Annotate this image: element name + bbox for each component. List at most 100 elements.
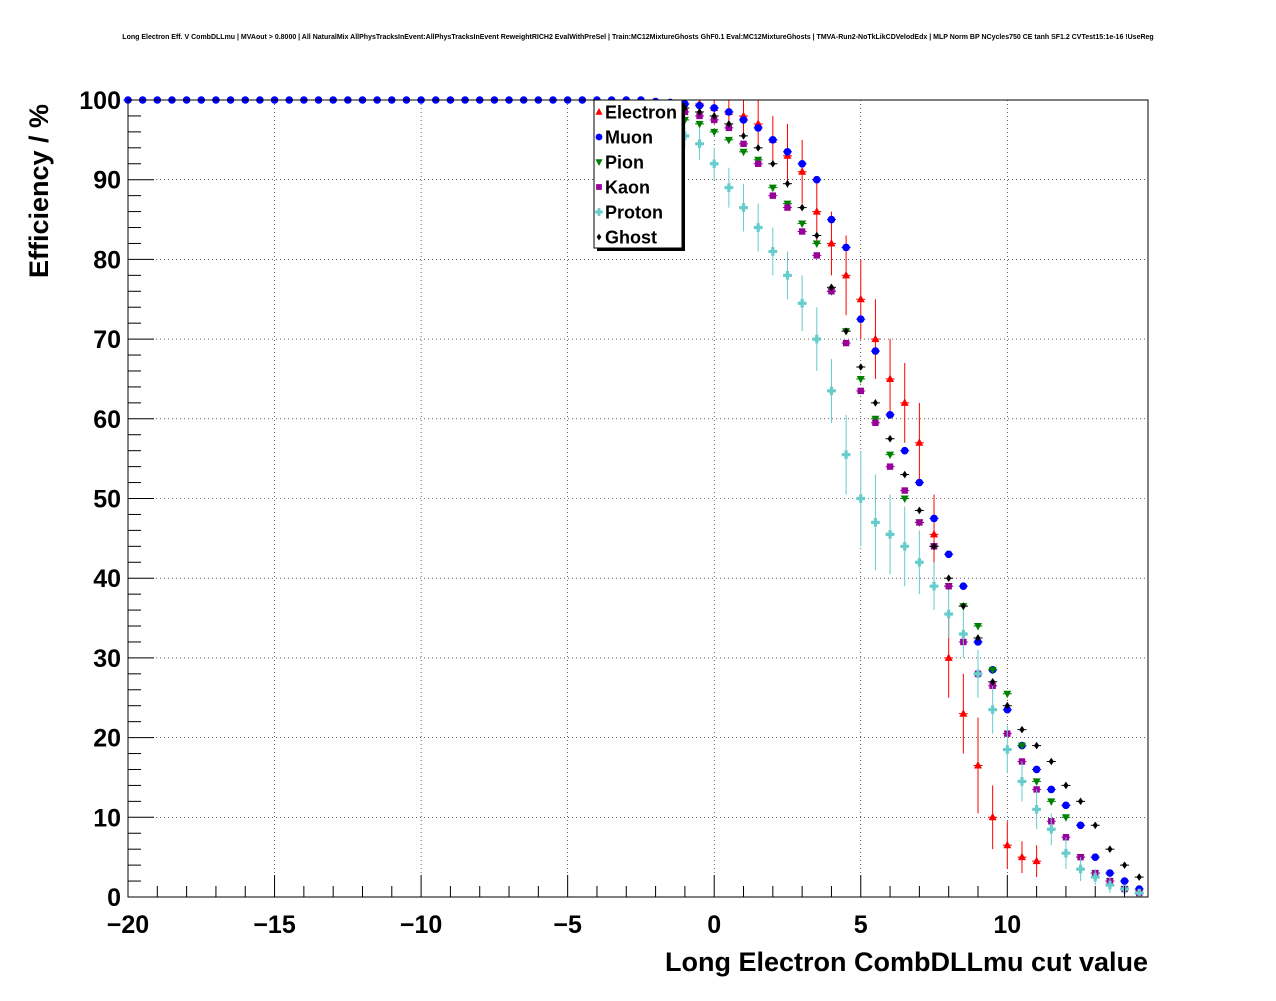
series-proton <box>680 123 1144 898</box>
ghost-point <box>931 542 937 551</box>
electron-point <box>944 653 953 661</box>
kaon-point <box>872 419 879 426</box>
y-tick-label: 30 <box>93 645 121 673</box>
ghost-point <box>726 120 732 128</box>
proton-point <box>929 581 939 591</box>
y-tick-label: 90 <box>93 167 121 195</box>
muon-point <box>871 347 880 355</box>
electron-point <box>842 270 851 279</box>
ghost-point <box>814 231 820 240</box>
kaon-point <box>696 112 703 120</box>
kaon-point <box>916 519 923 526</box>
ghost-point <box>1048 757 1054 766</box>
x-tick-label: 5 <box>854 911 868 939</box>
ghost-point <box>990 678 996 686</box>
kaon-point <box>754 160 762 167</box>
electron-point <box>1017 852 1026 861</box>
muon-point <box>1003 705 1012 714</box>
y-tick-label: 40 <box>93 565 121 593</box>
electron-point <box>886 374 895 382</box>
proton-point <box>768 247 778 256</box>
ghost-point <box>1063 781 1069 790</box>
proton-point <box>709 159 719 169</box>
proton-point <box>959 629 968 639</box>
muon-point <box>725 108 733 116</box>
muon-point <box>1106 869 1114 877</box>
proton-point <box>1003 745 1012 754</box>
pion-point <box>754 156 763 165</box>
electron-point <box>798 167 807 175</box>
ghost-point <box>1077 797 1084 806</box>
pion-point <box>739 148 748 157</box>
y-tick-label: 0 <box>107 884 121 912</box>
proton-point <box>753 223 763 232</box>
electron-point <box>1003 840 1012 849</box>
muon-point <box>1120 877 1129 885</box>
legend-label-electron: Electron <box>605 103 677 123</box>
ghost-point <box>740 132 747 140</box>
pion-point <box>1032 778 1041 786</box>
pion-point <box>886 451 895 460</box>
ghost-point <box>696 108 703 116</box>
proton-point <box>1090 872 1100 882</box>
x-tick-label: −20 <box>107 911 149 939</box>
pion-point <box>1047 798 1056 806</box>
ghost-point <box>858 363 864 371</box>
legend-marker-proton <box>595 208 603 216</box>
proton-point <box>841 450 851 459</box>
muon-point <box>856 315 865 323</box>
ghost-point <box>1034 741 1040 750</box>
legend-marker-pion <box>595 159 603 167</box>
pion-point <box>988 666 997 675</box>
ghost-point <box>975 634 981 642</box>
proton-point <box>944 609 953 619</box>
proton-point <box>900 542 910 551</box>
y-axis-label: Efficiency / % <box>24 104 54 278</box>
muon-point <box>1032 765 1041 774</box>
legend-label-muon: Muon <box>605 128 653 148</box>
x-tick-label: −15 <box>253 911 296 939</box>
electron-point <box>871 334 880 343</box>
kaon-point <box>901 487 908 494</box>
y-tick-label: 50 <box>93 486 121 514</box>
ghost-point <box>960 602 966 610</box>
legend-marker-electron <box>595 107 603 115</box>
proton-point <box>797 298 807 308</box>
proton-point <box>915 557 924 567</box>
muon-point <box>1091 853 1100 861</box>
muon-point <box>1076 821 1085 830</box>
ghost-point <box>770 159 776 168</box>
grid-layer <box>128 100 1148 897</box>
muon-point <box>944 550 953 559</box>
pion-point <box>724 136 733 145</box>
proton-point <box>871 518 880 527</box>
proton-point <box>1061 848 1071 858</box>
ghost-point <box>1121 861 1128 869</box>
proton-point <box>1076 864 1085 874</box>
electron-point <box>1032 856 1041 865</box>
proton-point <box>783 271 792 280</box>
pion-point <box>1061 814 1070 822</box>
legend-marker-muon <box>595 133 603 141</box>
ghost-point <box>1092 821 1098 830</box>
proton-point <box>812 334 822 344</box>
muon-point <box>754 124 762 132</box>
y-tick-label: 100 <box>79 87 121 115</box>
ghost-point <box>872 399 879 407</box>
y-tick-label: 70 <box>93 326 121 354</box>
pion-point <box>710 128 719 137</box>
muon-point <box>930 514 938 523</box>
muon-point <box>886 411 894 419</box>
x-axis-label: Long Electron CombDLLmu cut value <box>665 947 1148 977</box>
proton-point <box>1134 888 1144 898</box>
electron-point <box>988 812 997 821</box>
ghost-point <box>843 327 849 335</box>
ghost-point <box>711 112 717 120</box>
proton-point <box>1105 880 1115 890</box>
ghost-point <box>902 470 908 479</box>
muon-point <box>769 136 777 144</box>
proton-point <box>724 183 734 192</box>
pion-point <box>695 120 704 129</box>
legend-label-kaon: Kaon <box>605 178 650 198</box>
